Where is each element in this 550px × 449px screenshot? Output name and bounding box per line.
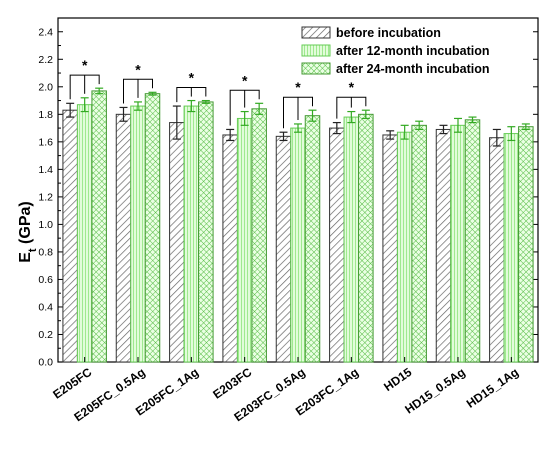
bar-3 [518,126,534,363]
bar-3 [304,115,321,363]
y-tick-label: 2.0 [38,81,53,93]
bar-1 [489,137,505,363]
bar-2 [130,105,146,363]
bar-3 [411,124,427,363]
legend-label: after 12-month incubation [336,44,489,58]
legend-label: after 24-month incubation [336,62,489,76]
significance-star: * [349,79,355,95]
bar-2 [236,117,253,363]
significance-star: * [242,72,248,88]
bar-1 [169,122,185,363]
bar-1 [382,134,398,363]
y-tick-label: 1.2 [38,191,53,203]
significance-star: * [135,61,141,77]
y-tick-label: 1.0 [38,219,53,231]
plot-area: 0.0 0.2 0.4 0.6 0.8 1.0 1.2 1.4 1.6 1.8 2.0 2.2 2.4 E… [38,17,539,424]
y-tick-label: 0.2 [38,329,53,341]
y-tick-label: 2.2 [38,54,53,66]
bar-1 [222,134,238,363]
bar-3 [358,113,374,363]
bar-1 [435,128,452,363]
legend: before incubation after 12-month incubati… [301,26,489,76]
x-tick-label: HD15_1Ag [464,365,521,411]
bar-2 [290,127,306,363]
x-tick-label: E203FC [210,365,254,402]
y-tick-label: 0.8 [38,246,53,258]
bar-2 [503,133,520,363]
legend-swatch [301,44,331,57]
significance-star: * [189,70,195,86]
bar-3 [251,108,267,363]
bar-2 [450,124,466,363]
bar-2 [183,105,200,363]
x-tick-label: HD15 [381,365,414,394]
bar-1 [115,113,132,363]
bar-3 [91,90,107,363]
y-axis-label-main: E [17,252,34,263]
bar-2 [343,116,360,363]
x-tick-label: E205FC [50,365,94,402]
legend-swatch [301,26,331,39]
bar-3 [198,101,214,363]
y-tick-label: 1.8 [38,109,53,121]
bar-2 [396,131,413,363]
bar-1 [275,135,292,363]
y-tick-label: 0.4 [38,301,53,313]
bar-3 [144,93,161,363]
bar-1 [329,127,345,363]
x-tick-label: HD15_0.5Ag [402,365,467,417]
y-tick-label: 1.6 [38,136,53,148]
legend-swatch [301,62,331,75]
bar-3 [464,119,481,363]
y-tick-label: 1.4 [38,164,53,176]
y-tick-label: 0.0 [38,357,53,369]
y-axis-label-unit: (GPa) [17,201,34,248]
significance-star: * [82,57,88,73]
significance-star: * [295,79,301,95]
y-tick-label: 2.4 [38,26,53,38]
y-axis-label-subscript: t [27,248,39,252]
bar-1 [62,109,78,363]
legend-label: before incubation [336,26,441,40]
bar-2 [76,104,93,363]
y-tick-label: 0.6 [38,274,53,286]
y-axis-label: Et (GPa) [17,201,39,262]
